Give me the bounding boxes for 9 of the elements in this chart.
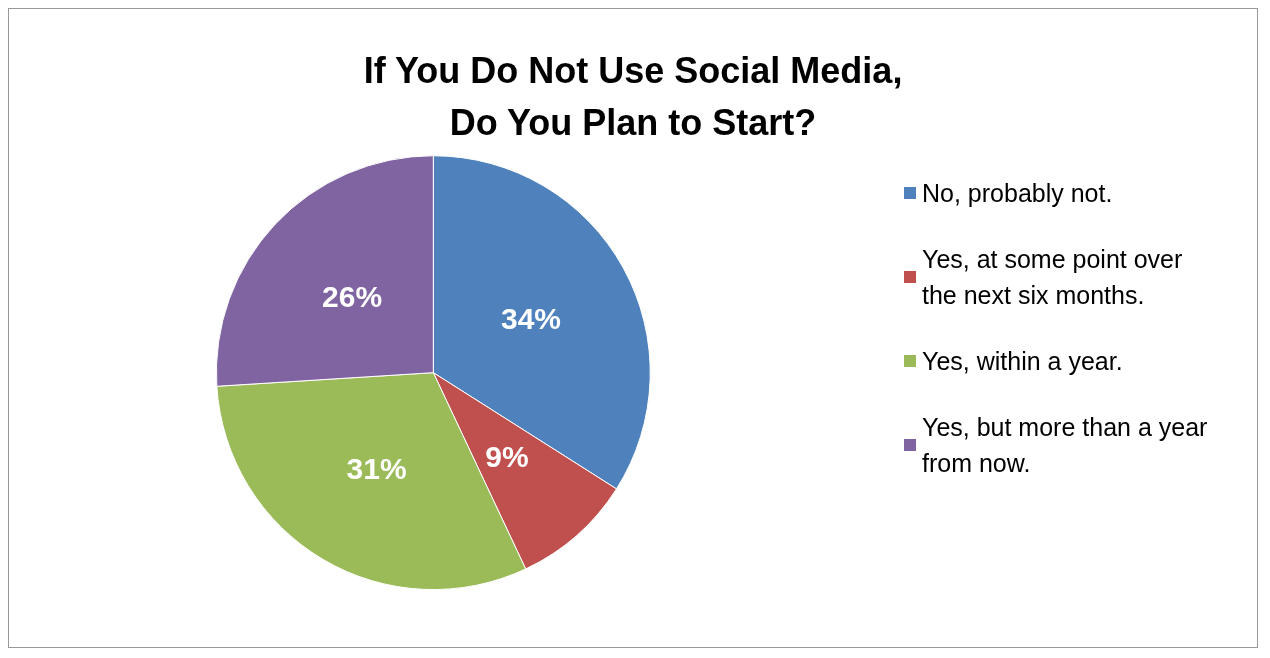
chart-title: If You Do Not Use Social Media, Do You Plan to Start? <box>363 49 903 143</box>
data-label: 34% <box>500 302 562 336</box>
data-label: 9% <box>485 439 529 473</box>
legend-label: Yes, within a year. <box>922 347 1123 375</box>
legend-label: No, probably not. <box>922 179 1113 207</box>
data-label: 26% <box>322 279 383 313</box>
legend-label: Yes, at some point over the next six months. <box>922 245 1190 309</box>
data-label: 31% <box>346 452 407 486</box>
legend-label: Yes, but more than a year from now. <box>922 413 1215 477</box>
